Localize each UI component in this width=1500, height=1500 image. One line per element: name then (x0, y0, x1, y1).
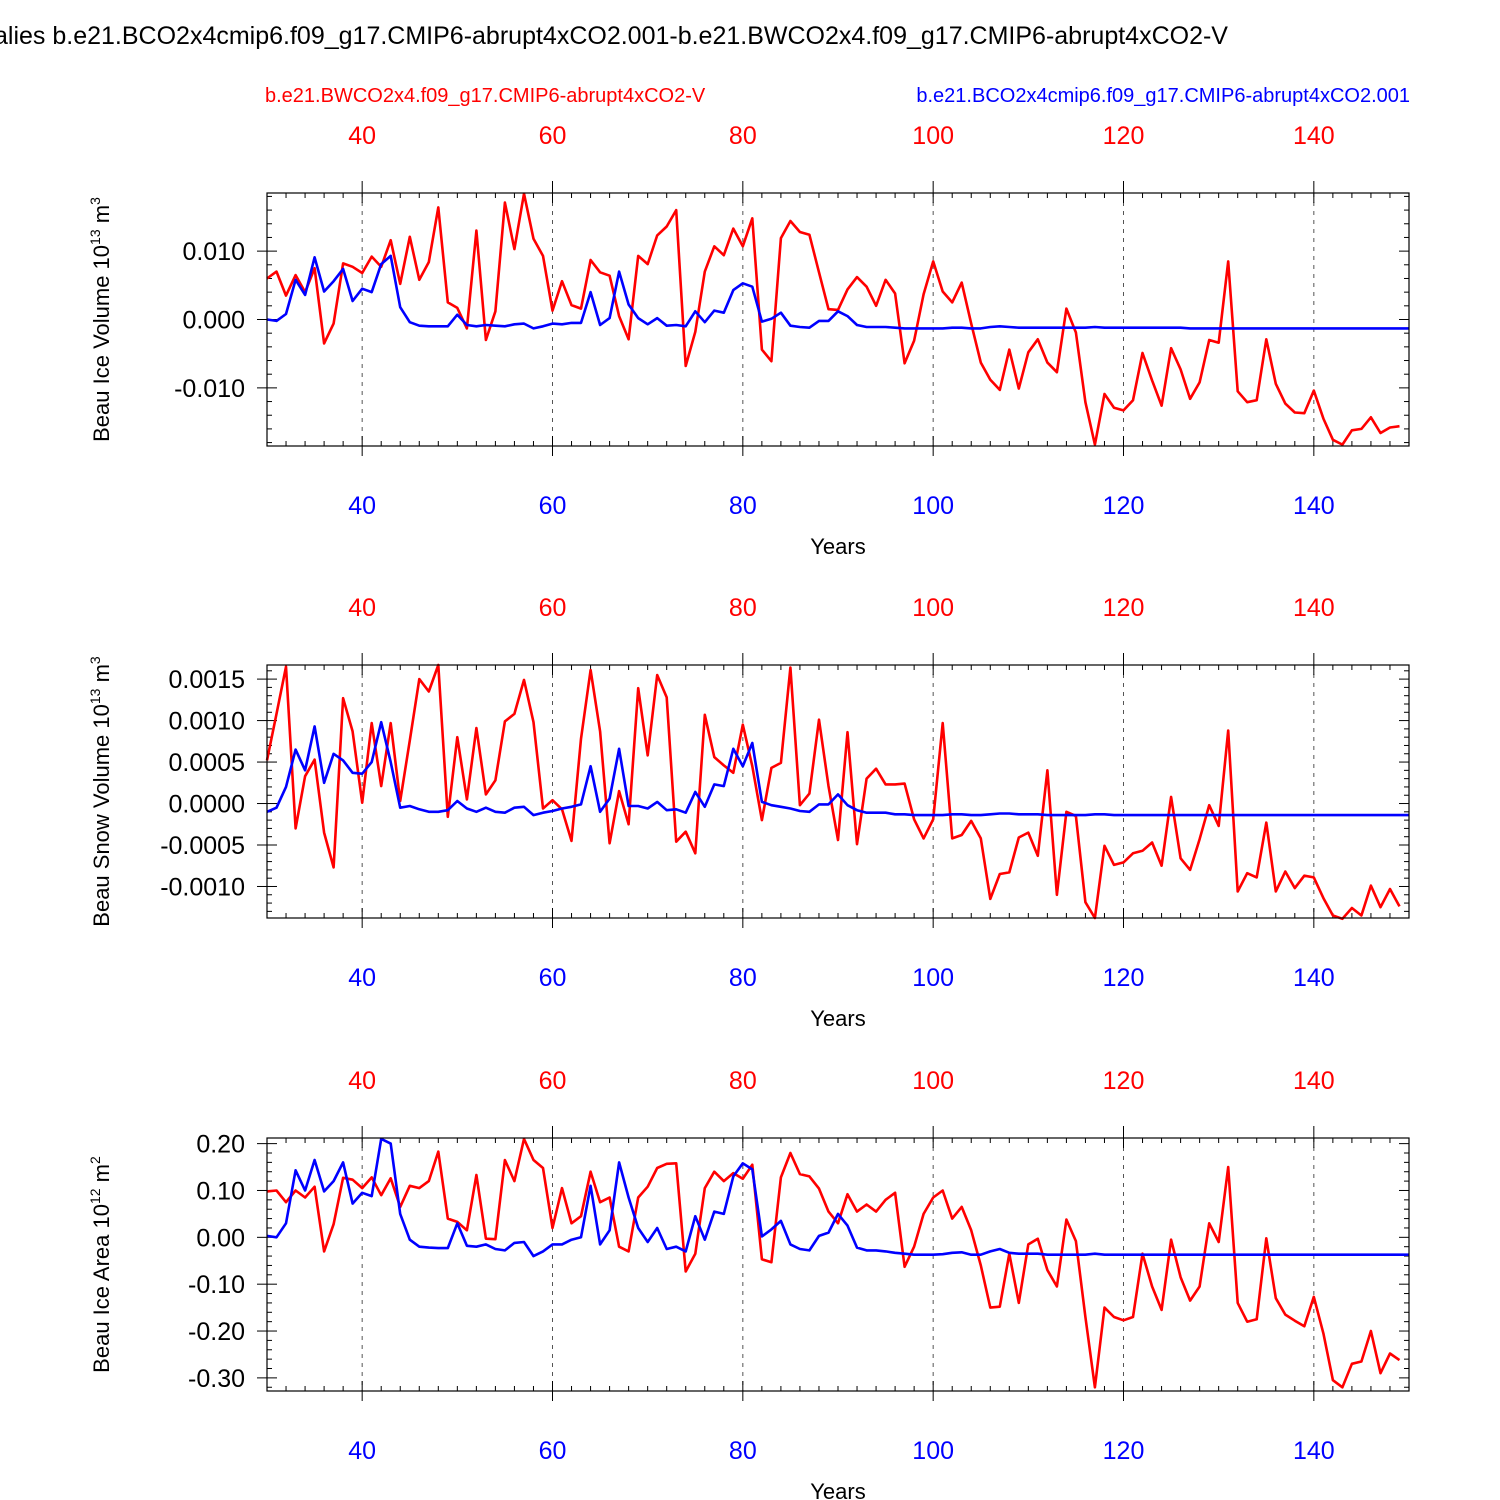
x-tick-label-bottom: 100 (912, 492, 954, 520)
plot-frame (266, 192, 1410, 447)
plot-frame (266, 664, 1410, 919)
y-axis-label-part: 3 (87, 656, 103, 664)
y-axis-label: Beau Ice Volume 1013 m3 (87, 197, 114, 442)
y-tick-label: -0.20 (188, 1318, 245, 1346)
x-tick-label-top: 40 (348, 594, 376, 622)
x-tick-label-top: 120 (1103, 1067, 1145, 1095)
y-tick-label: 0.010 (182, 238, 245, 266)
legend-blue-label: b.e21.BCO2x4cmip6.f09_g17.CMIP6-abrupt4x… (916, 85, 1410, 107)
x-tick-label-top: 100 (912, 122, 954, 150)
x-tick-label-top: 140 (1293, 122, 1335, 150)
y-axis-label: Beau Ice Area 1012 m2 (87, 1156, 114, 1373)
y-tick-label: 0.10 (196, 1177, 245, 1205)
x-tick-label-top: 140 (1293, 594, 1335, 622)
series-line-blue (266, 254, 1409, 330)
x-tick-label-top: 40 (348, 122, 376, 150)
x-tick-label-top: 40 (348, 1067, 376, 1095)
plot-frame (266, 1137, 1410, 1392)
x-tick-label-bottom: 60 (539, 1437, 567, 1465)
x-tick-label-bottom: 120 (1103, 492, 1145, 520)
x-tick-label-bottom: 120 (1103, 964, 1145, 992)
series-line-red (266, 192, 1400, 446)
x-tick-label-top: 80 (729, 594, 757, 622)
x-tick-label-bottom: 80 (729, 1437, 757, 1465)
y-tick-label: -0.0005 (160, 832, 245, 860)
y-axis-label-part: 10 (89, 704, 114, 728)
x-tick-label-bottom: 60 (539, 492, 567, 520)
x-tick-label-bottom: 40 (348, 492, 376, 520)
x-tick-label-bottom: 80 (729, 964, 757, 992)
y-axis-label-part: 13 (87, 688, 103, 704)
series-line-blue (266, 720, 1409, 817)
y-axis-label: Beau Snow Volume 1013 m3 (87, 656, 114, 927)
y-tick-label: 0.20 (196, 1131, 245, 1159)
series-line-red (265, 663, 1401, 921)
series-line-blue (266, 1137, 1409, 1258)
x-tick-label-bottom: 140 (1293, 1437, 1335, 1465)
y-tick-label: 0.0005 (169, 749, 245, 777)
x-tick-label-bottom: 60 (539, 964, 567, 992)
x-tick-label-bottom: 100 (912, 1437, 954, 1465)
x-tick-label-top: 60 (539, 1067, 567, 1095)
y-axis-label-part: m (89, 205, 114, 229)
y-axis-label-part: 10 (89, 1204, 114, 1228)
x-tick-label-bottom: 80 (729, 492, 757, 520)
x-tick-label-top: 60 (539, 122, 567, 150)
snow-volume-panel: -0.0010 -0.0005 0.0000 0.0005 0.0010 0.0015 40… (87, 594, 1410, 1031)
x-tick-label-top: 100 (912, 594, 954, 622)
y-tick-label: 0.0000 (169, 791, 245, 819)
x-tick-label-bottom: 40 (348, 1437, 376, 1465)
y-axis-label-part: Beau Ice Area (89, 1228, 114, 1372)
y-axis-label-part: 10 (89, 245, 114, 269)
y-tick-label: -0.010 (174, 375, 245, 403)
x-axis-label: Years (810, 1006, 865, 1031)
x-tick-label-top: 120 (1103, 594, 1145, 622)
y-axis-label-part: Beau Snow Volume (89, 729, 114, 927)
x-tick-label-top: 80 (729, 1067, 757, 1095)
x-tick-label-top: 100 (912, 1067, 954, 1095)
series-line-red (266, 1137, 1401, 1389)
y-tick-label: 0.000 (182, 307, 245, 335)
y-tick-label: -0.10 (188, 1271, 245, 1299)
x-tick-label-bottom: 100 (912, 964, 954, 992)
x-tick-label-top: 140 (1293, 1067, 1335, 1095)
legend: b.e21.BWCO2x4.f09_g17.CMIP6-abrupt4xCO2-… (265, 85, 1410, 107)
y-axis-label-part: m (89, 1164, 114, 1188)
x-tick-label-bottom: 40 (348, 964, 376, 992)
x-axis-label: Years (810, 1479, 865, 1500)
x-tick-label-bottom: 140 (1293, 964, 1335, 992)
ice-area-panel: -0.30 -0.20 -0.10 0.00 0.10 0.20 40 40 60 60 80 80 1… (87, 1067, 1410, 1500)
y-tick-label: 0.0015 (169, 666, 245, 694)
x-tick-label-top: 80 (729, 122, 757, 150)
chart-title: alies b.e21.BCO2x4cmip6.f09_g17.CMIP6-ab… (0, 22, 1228, 50)
x-tick-label-top: 120 (1103, 122, 1145, 150)
legend-red-label: b.e21.BWCO2x4.f09_g17.CMIP6-abrupt4xCO2-… (265, 85, 706, 107)
y-axis-label-part: 12 (87, 1188, 103, 1204)
x-tick-label-bottom: 120 (1103, 1437, 1145, 1465)
x-axis-label: Years (810, 534, 865, 559)
y-tick-label: 0.0010 (169, 708, 245, 736)
x-tick-label-top: 60 (539, 594, 567, 622)
y-axis-label-part: m (89, 664, 114, 688)
y-axis-label-part: 13 (87, 229, 103, 245)
y-axis-label-part: 2 (87, 1156, 103, 1164)
y-axis-label-part: 3 (87, 197, 103, 205)
x-tick-label-bottom: 140 (1293, 492, 1335, 520)
y-axis-label-part: Beau Ice Volume (89, 269, 114, 441)
ice-volume-panel: -0.010 0.000 0.010 40 40 60 60 80 80 100 100 120 120… (87, 122, 1410, 559)
y-tick-label: -0.30 (188, 1365, 245, 1393)
y-tick-label: -0.0010 (160, 873, 245, 901)
y-tick-label: 0.00 (196, 1224, 245, 1252)
